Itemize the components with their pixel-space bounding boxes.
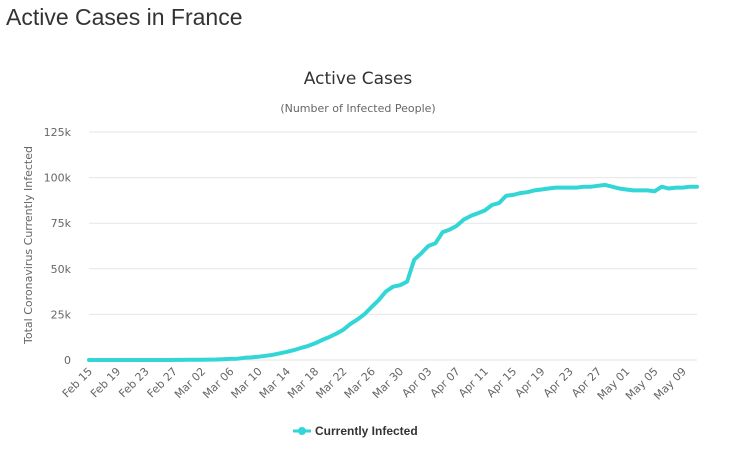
series-line-currently-infected[interactable] <box>87 182 699 362</box>
y-tick-label: 50k <box>51 263 72 276</box>
x-tick-label: Apr 11 <box>456 365 491 400</box>
x-tick-label: Apr 23 <box>541 365 576 400</box>
x-tick-label: Apr 07 <box>428 365 463 400</box>
y-tick-label: 100k <box>44 172 72 185</box>
x-tick-label: Feb 15 <box>60 365 95 400</box>
x-tick-label: Feb 19 <box>88 365 123 400</box>
y-tick-label: 25k <box>51 308 72 321</box>
legend-label: Currently Infected <box>315 424 418 438</box>
x-tick-label: Apr 19 <box>513 365 548 400</box>
y-tick-label: 0 <box>64 354 71 367</box>
x-tick-label: Mar 30 <box>370 365 406 401</box>
legend-marker <box>298 427 306 435</box>
x-tick-label: Feb 23 <box>116 365 151 400</box>
series-layer <box>87 182 699 362</box>
legend[interactable]: Currently Infected <box>293 424 418 438</box>
chart-title: Active Cases <box>304 69 413 89</box>
x-tick-label: Apr 15 <box>484 365 519 400</box>
gridlines <box>89 131 697 361</box>
page-title: Active Cases in France <box>6 4 243 30</box>
x-tick-label: Apr 03 <box>399 365 434 400</box>
y-axis-tick-labels: 0 25k 50k 75k 100k 125k <box>44 126 72 367</box>
y-axis-title: Total Coronavirus Currently Infected <box>22 146 35 345</box>
chart-subtitle: (Number of Infected People) <box>280 102 435 115</box>
y-tick-label: 125k <box>44 126 72 139</box>
y-tick-label: 75k <box>51 217 72 230</box>
